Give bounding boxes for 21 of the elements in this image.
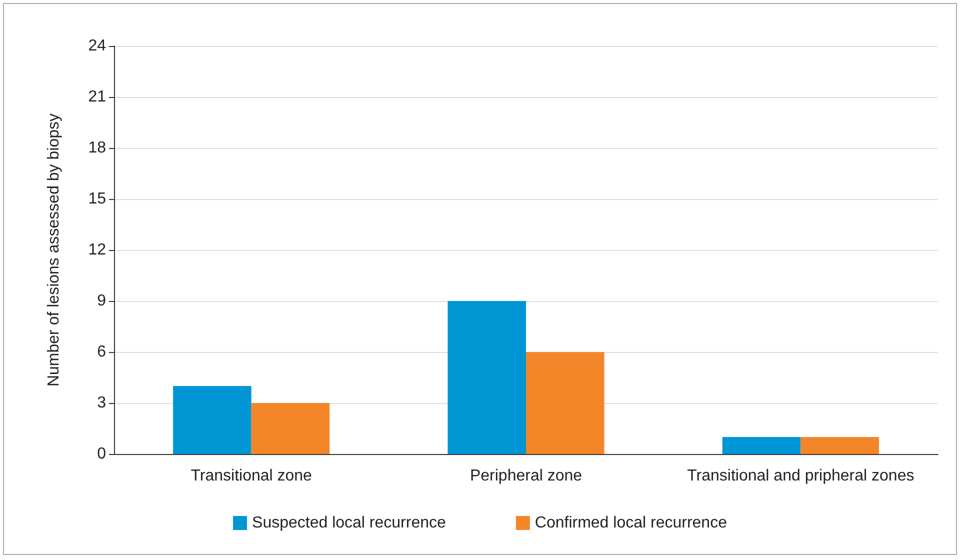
y-tick-label: 15 [88, 190, 106, 208]
bar [173, 386, 252, 454]
y-tick-label: 9 [97, 292, 106, 310]
bar [800, 437, 879, 454]
y-tick-label: 18 [88, 140, 106, 156]
x-tick-label: Peripheral zone [470, 468, 582, 484]
y-tick-label: 0 [97, 446, 106, 462]
legend-label: Confirmed local recurrence [534, 514, 728, 532]
legend-label: Suspected local recurrence [252, 514, 446, 532]
y-tick-label: 24 [88, 38, 106, 54]
bar [526, 352, 604, 454]
bar [448, 301, 526, 454]
x-tick-label: Transitional and pripheral zones [687, 468, 914, 484]
x-tick-label: Transitional zone [190, 468, 312, 484]
y-tick-label: 6 [97, 344, 106, 360]
bar [722, 437, 801, 454]
y-tick-label: 21 [88, 88, 106, 106]
y-axis-title: Number of lesions assessed by biopsy [46, 113, 62, 387]
bar [251, 403, 330, 454]
y-tick-label: 3 [97, 394, 106, 412]
y-tick-label: 12 [88, 242, 106, 258]
